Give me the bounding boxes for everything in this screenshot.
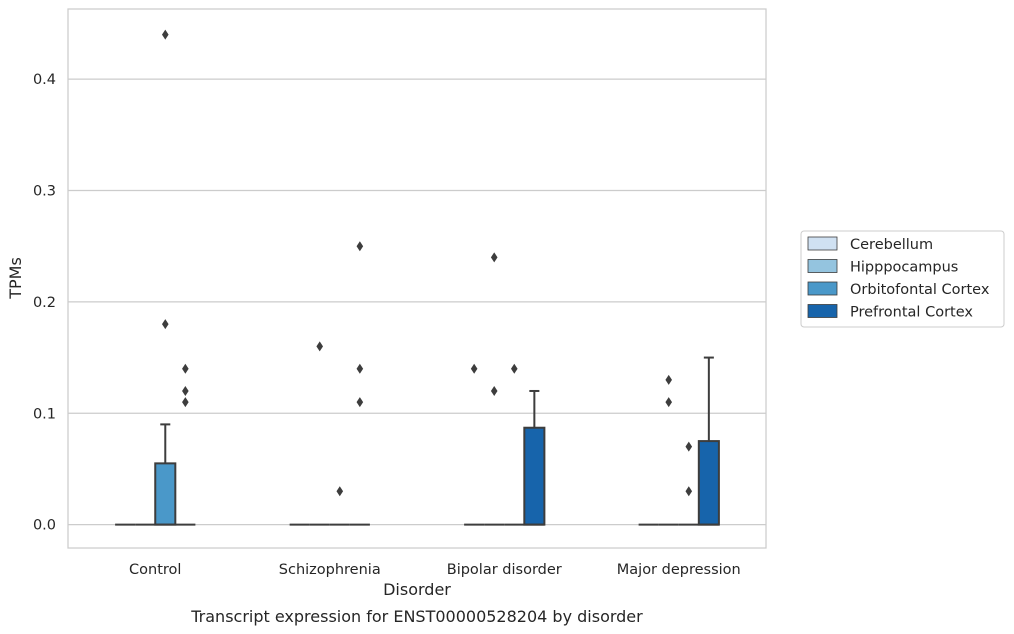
y-tick-label: 0.1 [33, 406, 56, 422]
x-axis-label: Disorder [383, 580, 451, 599]
outlier-point [182, 385, 189, 396]
outlier-point [665, 374, 673, 385]
y-tick-label: 0.2 [33, 295, 56, 311]
outlier-point [182, 397, 189, 408]
outlier-point [356, 241, 364, 252]
box-body [697, 440, 720, 526]
box-body [154, 462, 177, 526]
box-3-3 [697, 356, 720, 526]
outlier-point [685, 486, 693, 497]
legend-label: Hipppocampus [850, 260, 958, 276]
y-tick-labels: 0.0 0.1 0.2 0.3 0.4 [33, 72, 56, 533]
outlier-point [685, 441, 693, 452]
legend-swatch [807, 304, 838, 318]
box-2-0 [154, 423, 177, 526]
plot-area [68, 9, 766, 548]
outlier-point [490, 252, 498, 263]
x-tick-label: Schizophrenia [279, 562, 381, 578]
outlier-point [470, 363, 478, 374]
x-tick-label: Bipolar disorder [447, 562, 562, 578]
box-3-2 [523, 389, 546, 526]
legend: Cerebellum Hipppocampus Orbitofontal Corte… [800, 230, 1005, 328]
boxes [115, 356, 720, 526]
legend-swatch [807, 236, 838, 251]
y-tick-label: 0.0 [33, 518, 56, 534]
outlier-point [182, 363, 189, 374]
outliers [161, 29, 693, 497]
outlier-point [316, 341, 324, 352]
legend-label: Prefrontal Cortex [850, 305, 973, 321]
outlier-point [490, 385, 498, 396]
legend-swatch [807, 281, 838, 296]
outlier-point [356, 363, 364, 374]
x-tick-label: Control [129, 562, 181, 578]
y-axis-label: TPMs [6, 257, 25, 300]
outlier-point [161, 319, 169, 330]
x-tick-label: Major depression [617, 562, 741, 578]
legend-label: Cerebellum [850, 237, 933, 253]
y-tick-label: 0.4 [33, 72, 56, 88]
outlier-point [665, 397, 673, 408]
legend-label: Orbitofontal Cortex [850, 282, 990, 298]
y-tick-label: 0.3 [33, 184, 56, 200]
legend-frame [800, 230, 1005, 328]
x-tick-labels: Control Schizophrenia Bipolar disorder Majo… [129, 562, 741, 578]
plot-frame [67, 8, 767, 549]
outlier-point [356, 397, 364, 408]
outlier-point [161, 29, 169, 40]
box-body [523, 426, 546, 526]
legend-swatch [807, 259, 838, 273]
outlier-point [336, 486, 344, 497]
outlier-point [510, 363, 518, 374]
figure-caption: Transcript expression for ENST0000052820… [190, 607, 643, 626]
